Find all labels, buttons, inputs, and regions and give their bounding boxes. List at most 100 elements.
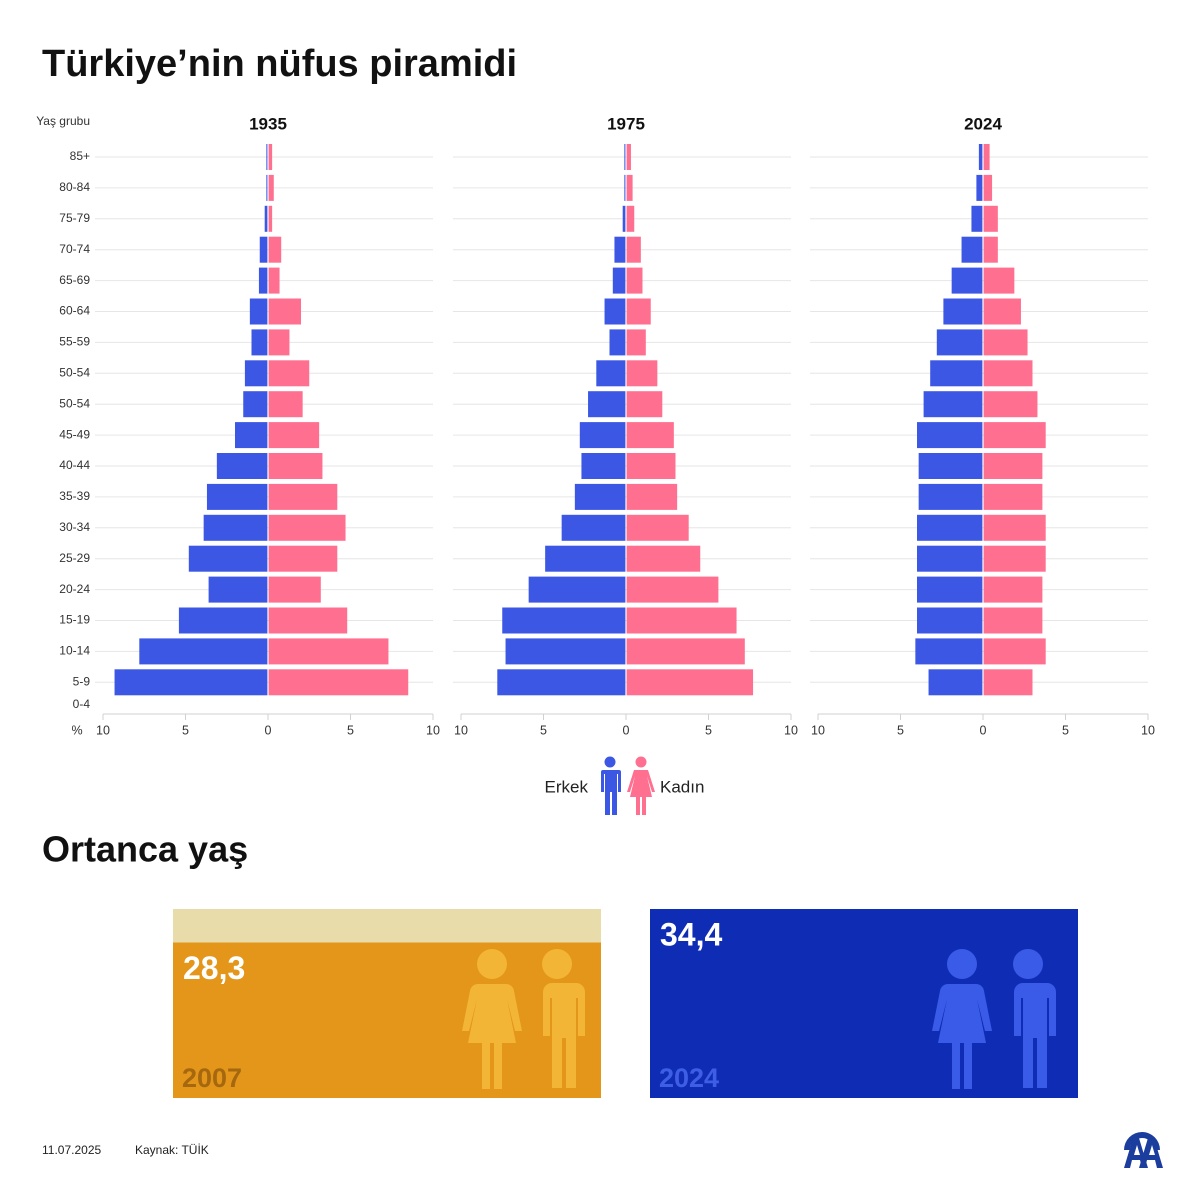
bar bbox=[268, 267, 280, 294]
bar bbox=[936, 329, 983, 356]
bar bbox=[626, 422, 674, 449]
category-label: 35-39 bbox=[59, 489, 90, 503]
legend-female-icon bbox=[627, 756, 655, 815]
category-label: 65-69 bbox=[59, 273, 90, 287]
bar bbox=[497, 669, 626, 696]
bar bbox=[259, 236, 268, 263]
x-tick-label: 10 bbox=[784, 723, 798, 737]
value-label: 28,3 bbox=[183, 950, 245, 986]
bar bbox=[268, 174, 274, 201]
people-icon bbox=[932, 949, 1056, 1089]
bar bbox=[114, 669, 268, 696]
bar bbox=[502, 607, 626, 634]
bar bbox=[626, 576, 719, 603]
bar bbox=[173, 942, 601, 1098]
bar bbox=[581, 453, 626, 479]
bar bbox=[917, 422, 983, 449]
x-tick-label: 5 bbox=[1062, 723, 1069, 737]
bar bbox=[251, 329, 268, 356]
bar bbox=[178, 607, 268, 634]
bar bbox=[624, 144, 626, 170]
bar bbox=[268, 669, 409, 696]
bar bbox=[244, 360, 268, 387]
bar bbox=[918, 453, 983, 479]
bar bbox=[235, 422, 268, 449]
bar bbox=[624, 174, 626, 201]
bar bbox=[266, 144, 268, 170]
bar bbox=[243, 391, 268, 418]
bar bbox=[983, 607, 1043, 634]
bar bbox=[983, 422, 1046, 449]
bar bbox=[561, 514, 626, 541]
marks: 193585+80-8475-7970-7465-6960-6455-5950-… bbox=[59, 114, 1155, 1098]
y-axis-label: Yaş grubu bbox=[36, 114, 90, 128]
x-tick-label: 10 bbox=[811, 723, 825, 737]
bar bbox=[983, 329, 1028, 356]
bar bbox=[579, 422, 626, 449]
bar bbox=[268, 545, 338, 572]
category-label: 45-49 bbox=[59, 427, 90, 441]
category-label: 20-24 bbox=[59, 582, 90, 596]
category-label: 40-44 bbox=[59, 458, 90, 472]
bar bbox=[528, 576, 626, 603]
bar bbox=[626, 545, 701, 572]
x-tick-label: 5 bbox=[705, 723, 712, 737]
x-tick-label: 0 bbox=[980, 723, 987, 737]
y-axis-label-box: Yaş grubu bbox=[36, 114, 90, 128]
bar bbox=[626, 174, 633, 201]
bar bbox=[918, 483, 983, 510]
category-label: 80-84 bbox=[59, 180, 90, 194]
bar bbox=[983, 576, 1043, 603]
bar bbox=[545, 545, 626, 572]
bar bbox=[139, 638, 268, 665]
bar bbox=[264, 205, 268, 232]
bar bbox=[626, 144, 631, 170]
legend-male-icon bbox=[601, 756, 621, 815]
bar bbox=[626, 236, 641, 263]
bar bbox=[978, 144, 983, 170]
bar bbox=[574, 483, 626, 510]
category-label: 50-54 bbox=[59, 365, 90, 379]
category-label: 30-34 bbox=[59, 520, 90, 534]
x-tick-label: 5 bbox=[347, 723, 354, 737]
bar bbox=[930, 360, 983, 387]
bar bbox=[626, 360, 658, 387]
bar bbox=[588, 391, 626, 418]
bar bbox=[268, 483, 338, 510]
x-tick-label: 5 bbox=[182, 723, 189, 737]
bar bbox=[268, 607, 348, 634]
bar bbox=[626, 607, 737, 634]
bar bbox=[917, 607, 983, 634]
category-label: 70-74 bbox=[59, 242, 90, 256]
section-title: Ortanca yaş bbox=[42, 829, 248, 870]
category-label: 50-54 bbox=[59, 396, 90, 410]
bar bbox=[604, 298, 626, 325]
bar bbox=[268, 514, 346, 541]
bar bbox=[915, 638, 983, 665]
bar bbox=[983, 360, 1033, 387]
bar bbox=[650, 909, 1078, 1098]
category-label: 25-29 bbox=[59, 551, 90, 565]
bar bbox=[951, 267, 983, 294]
x-tick-label: 0 bbox=[623, 723, 630, 737]
category-label: 10-14 bbox=[59, 644, 90, 658]
bar bbox=[983, 267, 1015, 294]
bar bbox=[983, 545, 1046, 572]
bar bbox=[626, 514, 689, 541]
bar bbox=[983, 391, 1038, 418]
bar bbox=[268, 638, 389, 665]
bar bbox=[268, 205, 273, 232]
legend-label: Erkek bbox=[545, 777, 589, 796]
bar bbox=[614, 236, 626, 263]
bar bbox=[268, 144, 273, 170]
category-label: 2024 bbox=[659, 1063, 719, 1093]
category-label: 85+ bbox=[70, 149, 90, 163]
bar bbox=[626, 329, 646, 356]
bar bbox=[626, 638, 745, 665]
bar bbox=[188, 545, 268, 572]
bar bbox=[206, 483, 268, 510]
bar bbox=[917, 545, 983, 572]
bar bbox=[268, 360, 310, 387]
